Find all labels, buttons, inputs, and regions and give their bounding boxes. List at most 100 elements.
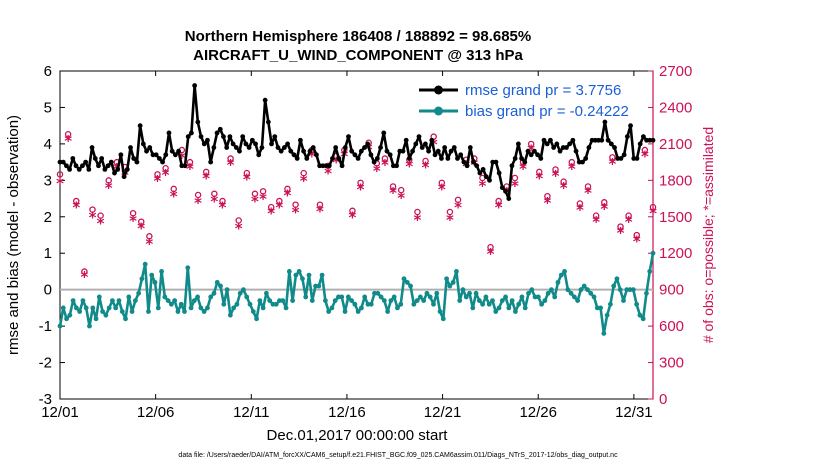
y-tick-label: -2 [39,355,52,372]
obs-assimilated-marker: * [332,154,340,172]
rmse-point [294,156,300,161]
obs-possible-marker [641,146,649,154]
bias-point [93,316,99,322]
obs-possible-marker [568,158,576,166]
obs-possible-marker [536,168,543,176]
rmse-point [281,145,287,150]
rmse-point [464,163,470,169]
bias-point [401,276,407,282]
rmse-point [291,152,297,158]
rmse-point [618,156,624,161]
rmse-point [474,163,480,169]
rmse-point [480,167,486,172]
rmse-point [99,156,105,161]
bias-point [421,298,427,303]
obs-assimilated-marker: * [543,194,551,212]
rmse-point [394,163,399,169]
obs-assimilated-marker: * [72,199,80,217]
rmse-point [483,174,489,180]
obs-possible-marker [97,212,104,219]
obs-possible-marker [511,174,519,182]
legend-bias-marker [434,106,443,116]
obs-assimilated-marker: * [584,184,592,202]
rmse-point [60,159,66,165]
bias-point [359,305,364,311]
obs-possible-marker [72,197,80,205]
rmse-point [208,159,214,165]
legend-rmse-label: rmse grand pr = 3.7756 [465,82,621,99]
bias-point [103,312,109,318]
rmse-point [131,156,137,161]
bias-point [499,298,505,303]
rmse-point [493,159,499,165]
obs-possible-marker [211,190,218,198]
rmse-point [573,148,579,154]
y-tick-label: -3 [39,391,52,408]
rmse-point [519,156,524,161]
bias-point [549,287,554,293]
rmse-point [182,163,188,169]
obs-possible-marker [438,179,446,187]
bias-point [427,294,433,300]
obs-assimilated-marker: * [381,156,389,174]
bias-point [345,294,351,300]
bias-point [168,301,174,307]
obs-assimilated-marker: * [389,184,397,202]
obs-assimilated-marker: * [137,219,145,237]
bias-point [221,301,227,307]
bias-point [647,269,653,274]
bias-point [182,309,187,314]
bias-point [571,294,577,300]
y-axis-label: rmse and bias (model - observation) [5,115,22,355]
bias-point [205,305,210,311]
obs-assimilated-marker: * [202,169,210,187]
rmse-point [458,152,464,158]
rmse-point [269,141,274,147]
bias-point [417,294,423,300]
bias-point [555,279,561,285]
obs-assimilated-marker: * [495,199,503,217]
rmse-point [92,156,98,161]
rmse-point [445,156,451,161]
bias-point [214,279,220,285]
bias-point [519,294,525,300]
x-tick-label: 12/21 [424,404,462,421]
bias-point [195,294,201,300]
rmse-point [467,145,473,150]
bias-point [539,301,545,307]
rmse-point [198,134,204,140]
bias-point [231,305,237,311]
bias-point [136,290,142,296]
obs-possible-marker [487,243,494,251]
obs-possible-marker [89,206,96,213]
rmse-point [451,145,457,150]
rmse-point [608,141,614,147]
rmse-point [387,152,393,158]
rmse-point [368,152,374,158]
rmse-point [535,152,541,158]
bias-point [349,298,354,303]
obs-assimilated-marker: * [560,179,568,197]
bias-point [247,301,253,307]
plot-area [59,70,654,400]
rmse-point [371,159,377,165]
bias-point [300,276,305,282]
obs-possible-marker [129,209,137,217]
bias-point [404,279,410,285]
rmse-point [640,134,646,140]
obs-assimilated-marker: * [64,132,72,150]
rmse-point [224,145,230,150]
rmse-point [586,145,592,150]
rmse-point [455,156,460,161]
obs-assimilated-marker: * [210,193,218,211]
bias-point [450,279,456,285]
bias-point [496,305,502,311]
bias-point [119,309,125,314]
rmse-point [156,156,162,161]
obs-assimilated-marker: * [478,177,486,195]
obs-possible-marker [170,185,177,193]
obs-possible-marker [202,168,210,176]
bias-point [454,269,459,274]
bias-point [614,276,620,282]
obs-assimilated-marker: * [145,235,153,253]
